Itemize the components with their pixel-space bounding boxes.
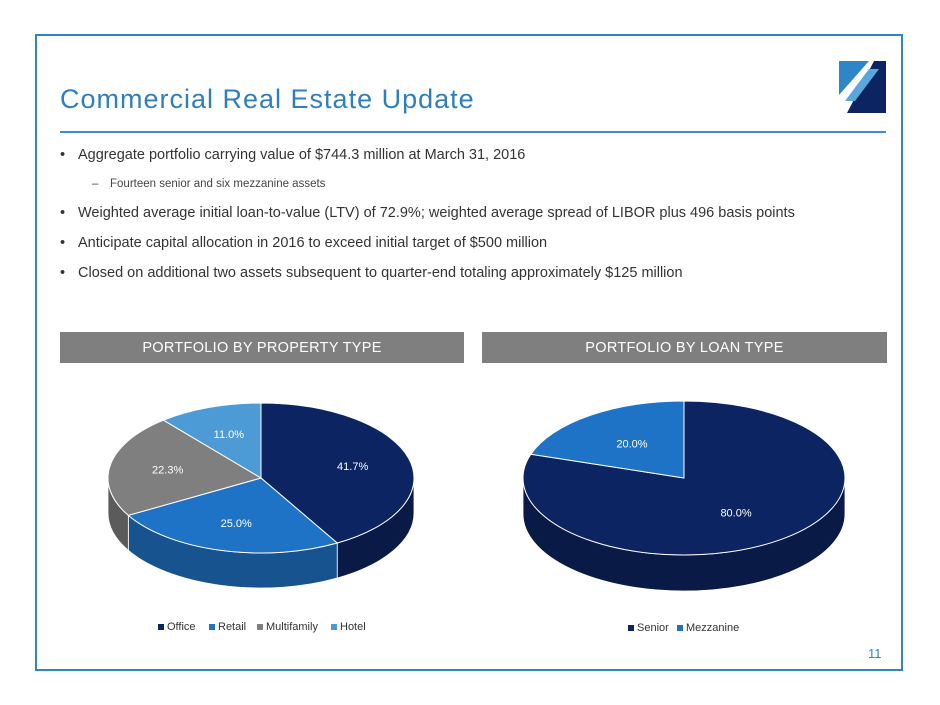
slide-title: Commercial Real Estate Update: [60, 84, 475, 114]
title-divider: [60, 131, 886, 133]
property-type-header: PORTFOLIO BY PROPERTY TYPE: [60, 332, 464, 363]
bullet-glyph: •: [60, 205, 66, 221]
pie-slice-hotel: [162, 402, 262, 479]
legend-swatch-mezzanine: [677, 625, 683, 631]
sub-bullet-text: Fourteen senior and six mezzanine assets: [110, 178, 326, 190]
bullet-text: Aggregate portfolio carrying value of $7…: [78, 147, 526, 163]
pie-slices: [522, 400, 846, 556]
data-label-hotel: 11.0%: [214, 429, 245, 441]
slide-frame: [35, 34, 903, 671]
pie-slice-retail: [127, 477, 339, 554]
bullet-glyph: •: [60, 235, 66, 251]
pie-slice-mezzanine: [530, 400, 685, 479]
property-type-pie-chart: 41.7% 25.0% 22.3% 11.0% Office Retail Multifam…: [107, 402, 415, 633]
legend-swatch-multifamily: [257, 624, 263, 630]
company-logo-icon: [839, 61, 886, 113]
bullet-text: Closed on additional two assets subseque…: [78, 265, 683, 281]
data-label-office: 41.7%: [337, 461, 368, 473]
dash-glyph: –: [92, 178, 99, 190]
legend-label-multifamily: Multifamily: [266, 621, 318, 633]
data-label-senior: 80.0%: [720, 507, 751, 519]
legend-label-hotel: Hotel: [340, 621, 366, 633]
bullet-glyph: •: [60, 147, 66, 163]
bullet-glyph: •: [60, 265, 66, 281]
bullet-text: Weighted average initial loan-to-value (…: [78, 205, 795, 221]
chart-legend: Office Retail Multifamily Hotel: [158, 621, 366, 633]
legend-swatch-office: [158, 624, 164, 630]
chart-legend: Senior Mezzanine: [628, 622, 739, 634]
page-number: 11: [868, 646, 882, 661]
pie-slice-office: [260, 402, 415, 544]
data-label-multifamily: 22.3%: [152, 465, 183, 477]
legend-swatch-senior: [628, 625, 634, 631]
legend-swatch-hotel: [331, 624, 337, 630]
bullet-text: Anticipate capital allocation in 2016 to…: [78, 235, 548, 251]
pie-slices: [107, 402, 415, 554]
legend-label-retail: Retail: [218, 621, 246, 633]
legend-swatch-retail: [209, 624, 215, 630]
loan-type-header: PORTFOLIO BY LOAN TYPE: [482, 332, 887, 363]
legend-label-senior: Senior: [637, 622, 669, 634]
data-label-retail: 25.0%: [221, 518, 252, 530]
loan-type-pie-chart: 80.0% 20.0% Senior Mezzanine: [522, 400, 846, 634]
legend-label-office: Office: [167, 621, 196, 633]
data-label-mezzanine: 20.0%: [616, 439, 647, 451]
legend-label-mezzanine: Mezzanine: [686, 622, 739, 634]
pie-slice-multifamily: [107, 419, 263, 516]
